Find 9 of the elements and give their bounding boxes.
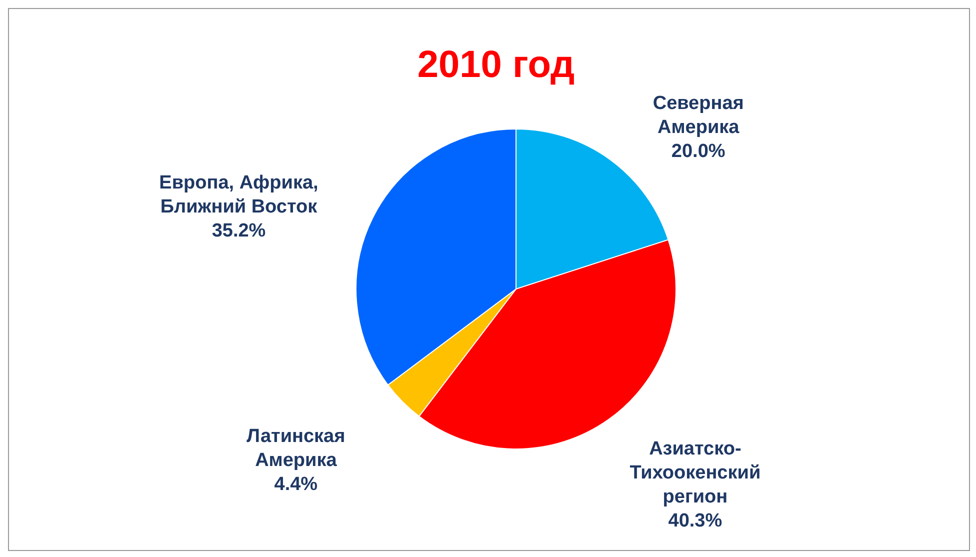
data-label: 20.0%	[671, 141, 726, 162]
slice-label: Азиатско- Тихоокенский регион	[630, 438, 761, 508]
data-label: 35.2%	[212, 220, 266, 242]
chart-title: 2010 год	[417, 44, 575, 86]
slice-label: Латинская Америка	[246, 426, 346, 471]
data-label: 4.4%	[274, 474, 318, 495]
slice-label: Европа, Африка, Ближний Восток	[159, 172, 318, 218]
data-label: 40.3%	[668, 510, 722, 532]
slice-label: Северная Америка	[652, 93, 744, 138]
